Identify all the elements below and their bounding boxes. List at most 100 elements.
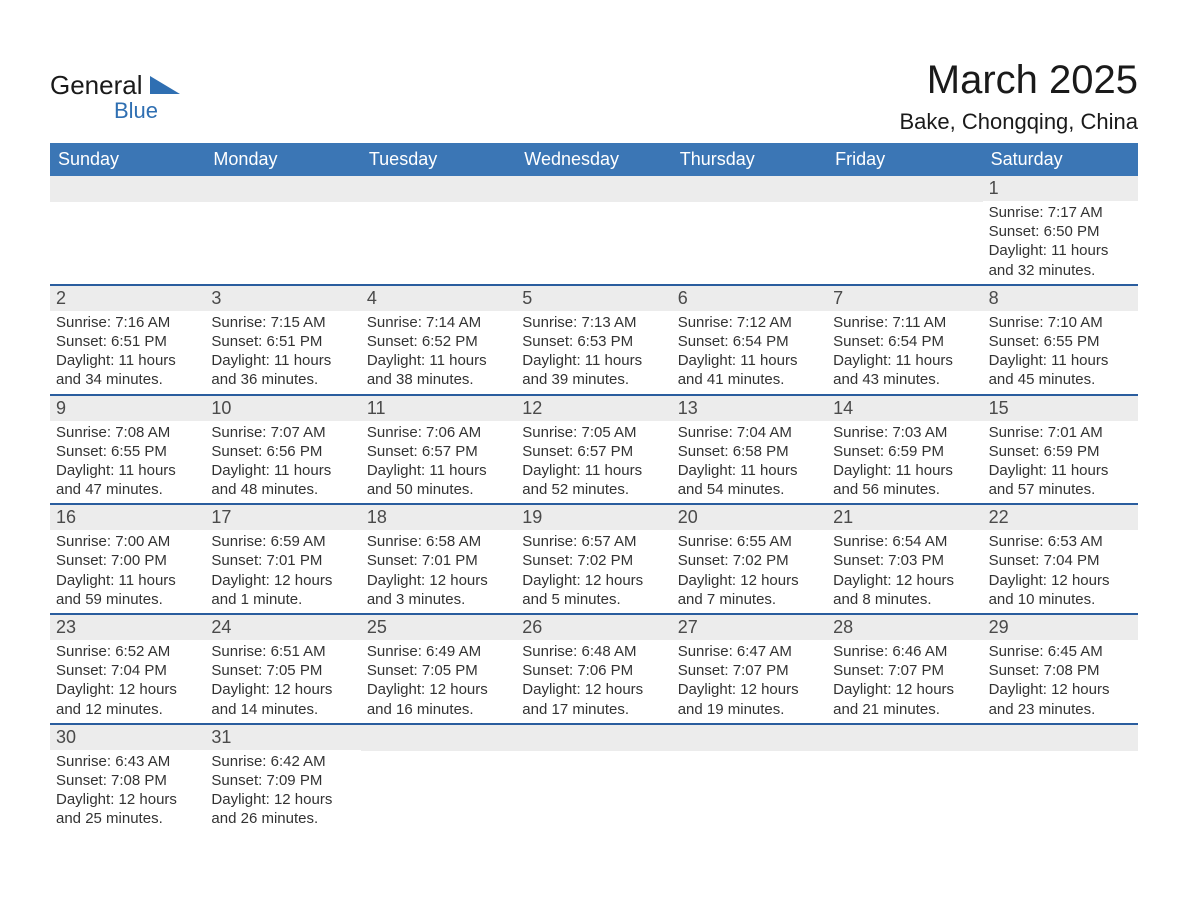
calendar-day-cell — [827, 176, 982, 284]
day-number: 26 — [516, 615, 671, 640]
calendar-day-cell: 9Sunrise: 7:08 AMSunset: 6:55 PMDaylight… — [50, 396, 205, 504]
calendar-day-cell: 16Sunrise: 7:00 AMSunset: 7:00 PMDayligh… — [50, 505, 205, 613]
calendar-day-cell: 2Sunrise: 7:16 AMSunset: 6:51 PMDaylight… — [50, 286, 205, 394]
day-number: 6 — [672, 286, 827, 311]
calendar-day-cell: 27Sunrise: 6:47 AMSunset: 7:07 PMDayligh… — [672, 615, 827, 723]
day-day1: Daylight: 12 hours — [56, 680, 199, 699]
calendar-day-cell: 12Sunrise: 7:05 AMSunset: 6:57 PMDayligh… — [516, 396, 671, 504]
day-number-empty — [983, 725, 1138, 751]
day-body: Sunrise: 7:12 AMSunset: 6:54 PMDaylight:… — [672, 311, 827, 394]
day-day1: Daylight: 12 hours — [56, 790, 199, 809]
day-sunset: Sunset: 7:02 PM — [522, 551, 665, 570]
day-day1: Daylight: 11 hours — [522, 461, 665, 480]
day-number: 29 — [983, 615, 1138, 640]
calendar-day-cell: 13Sunrise: 7:04 AMSunset: 6:58 PMDayligh… — [672, 396, 827, 504]
day-number: 16 — [50, 505, 205, 530]
day-sunset: Sunset: 7:00 PM — [56, 551, 199, 570]
logo-flag-icon — [150, 76, 180, 94]
day-sunrise: Sunrise: 6:52 AM — [56, 642, 199, 661]
day-body: Sunrise: 7:17 AMSunset: 6:50 PMDaylight:… — [983, 201, 1138, 284]
day-sunset: Sunset: 7:02 PM — [678, 551, 821, 570]
location-subtitle: Bake, Chongqing, China — [900, 109, 1139, 135]
day-body: Sunrise: 7:11 AMSunset: 6:54 PMDaylight:… — [827, 311, 982, 394]
day-body-empty — [827, 202, 982, 270]
day-day1: Daylight: 11 hours — [678, 351, 821, 370]
day-sunrise: Sunrise: 6:42 AM — [211, 752, 354, 771]
day-day1: Daylight: 11 hours — [367, 461, 510, 480]
generalblue-logo-icon: General Blue — [50, 70, 210, 130]
day-sunrise: Sunrise: 7:11 AM — [833, 313, 976, 332]
calendar-week-row: 1Sunrise: 7:17 AMSunset: 6:50 PMDaylight… — [50, 176, 1138, 284]
day-number: 18 — [361, 505, 516, 530]
day-number-empty — [827, 176, 982, 202]
calendar-day-cell: 5Sunrise: 7:13 AMSunset: 6:53 PMDaylight… — [516, 286, 671, 394]
day-sunrise: Sunrise: 7:17 AM — [989, 203, 1132, 222]
day-sunrise: Sunrise: 7:04 AM — [678, 423, 821, 442]
calendar-day-cell: 25Sunrise: 6:49 AMSunset: 7:05 PMDayligh… — [361, 615, 516, 723]
day-day2: and 39 minutes. — [522, 370, 665, 389]
day-sunrise: Sunrise: 6:53 AM — [989, 532, 1132, 551]
calendar-day-cell: 7Sunrise: 7:11 AMSunset: 6:54 PMDaylight… — [827, 286, 982, 394]
day-sunset: Sunset: 6:55 PM — [56, 442, 199, 461]
day-day2: and 26 minutes. — [211, 809, 354, 828]
day-day2: and 34 minutes. — [56, 370, 199, 389]
day-sunset: Sunset: 6:56 PM — [211, 442, 354, 461]
day-sunrise: Sunrise: 6:49 AM — [367, 642, 510, 661]
day-day1: Daylight: 12 hours — [989, 571, 1132, 590]
day-sunset: Sunset: 6:57 PM — [367, 442, 510, 461]
day-day1: Daylight: 11 hours — [989, 351, 1132, 370]
day-number: 17 — [205, 505, 360, 530]
title-block: March 2025 Bake, Chongqing, China — [900, 58, 1139, 135]
day-body-empty — [516, 751, 671, 757]
day-body: Sunrise: 6:49 AMSunset: 7:05 PMDaylight:… — [361, 640, 516, 723]
day-number: 3 — [205, 286, 360, 311]
calendar: Sunday Monday Tuesday Wednesday Thursday… — [50, 143, 1138, 833]
calendar-day-cell — [827, 725, 982, 833]
day-number: 28 — [827, 615, 982, 640]
day-sunrise: Sunrise: 7:16 AM — [56, 313, 199, 332]
day-body: Sunrise: 7:04 AMSunset: 6:58 PMDaylight:… — [672, 421, 827, 504]
day-number: 21 — [827, 505, 982, 530]
weekday-monday: Monday — [205, 143, 360, 176]
calendar-day-cell — [361, 725, 516, 833]
day-number: 2 — [50, 286, 205, 311]
day-sunrise: Sunrise: 6:59 AM — [211, 532, 354, 551]
day-body: Sunrise: 6:58 AMSunset: 7:01 PMDaylight:… — [361, 530, 516, 613]
day-day1: Daylight: 11 hours — [367, 351, 510, 370]
day-number: 30 — [50, 725, 205, 750]
day-sunrise: Sunrise: 7:15 AM — [211, 313, 354, 332]
day-sunset: Sunset: 6:59 PM — [989, 442, 1132, 461]
weekday-friday: Friday — [827, 143, 982, 176]
day-day1: Daylight: 11 hours — [211, 351, 354, 370]
day-number: 9 — [50, 396, 205, 421]
day-sunset: Sunset: 6:59 PM — [833, 442, 976, 461]
calendar-day-cell: 29Sunrise: 6:45 AMSunset: 7:08 PMDayligh… — [983, 615, 1138, 723]
day-sunset: Sunset: 7:01 PM — [211, 551, 354, 570]
day-number: 10 — [205, 396, 360, 421]
day-day1: Daylight: 11 hours — [56, 351, 199, 370]
calendar-day-cell: 19Sunrise: 6:57 AMSunset: 7:02 PMDayligh… — [516, 505, 671, 613]
day-body-empty — [361, 751, 516, 757]
day-number: 5 — [516, 286, 671, 311]
day-body: Sunrise: 6:55 AMSunset: 7:02 PMDaylight:… — [672, 530, 827, 613]
month-title: March 2025 — [900, 58, 1139, 103]
day-day2: and 17 minutes. — [522, 700, 665, 719]
day-body-empty — [983, 751, 1138, 757]
day-sunset: Sunset: 6:51 PM — [211, 332, 354, 351]
calendar-day-cell — [672, 176, 827, 284]
day-day2: and 8 minutes. — [833, 590, 976, 609]
day-number: 14 — [827, 396, 982, 421]
weekday-wednesday: Wednesday — [516, 143, 671, 176]
day-body: Sunrise: 7:05 AMSunset: 6:57 PMDaylight:… — [516, 421, 671, 504]
day-sunset: Sunset: 7:05 PM — [367, 661, 510, 680]
calendar-day-cell: 15Sunrise: 7:01 AMSunset: 6:59 PMDayligh… — [983, 396, 1138, 504]
calendar-day-cell: 23Sunrise: 6:52 AMSunset: 7:04 PMDayligh… — [50, 615, 205, 723]
day-sunrise: Sunrise: 7:12 AM — [678, 313, 821, 332]
day-day1: Daylight: 12 hours — [678, 571, 821, 590]
day-sunrise: Sunrise: 7:06 AM — [367, 423, 510, 442]
day-sunset: Sunset: 7:06 PM — [522, 661, 665, 680]
calendar-day-cell: 11Sunrise: 7:06 AMSunset: 6:57 PMDayligh… — [361, 396, 516, 504]
calendar-week-row: 2Sunrise: 7:16 AMSunset: 6:51 PMDaylight… — [50, 284, 1138, 394]
day-day2: and 12 minutes. — [56, 700, 199, 719]
day-day2: and 57 minutes. — [989, 480, 1132, 499]
